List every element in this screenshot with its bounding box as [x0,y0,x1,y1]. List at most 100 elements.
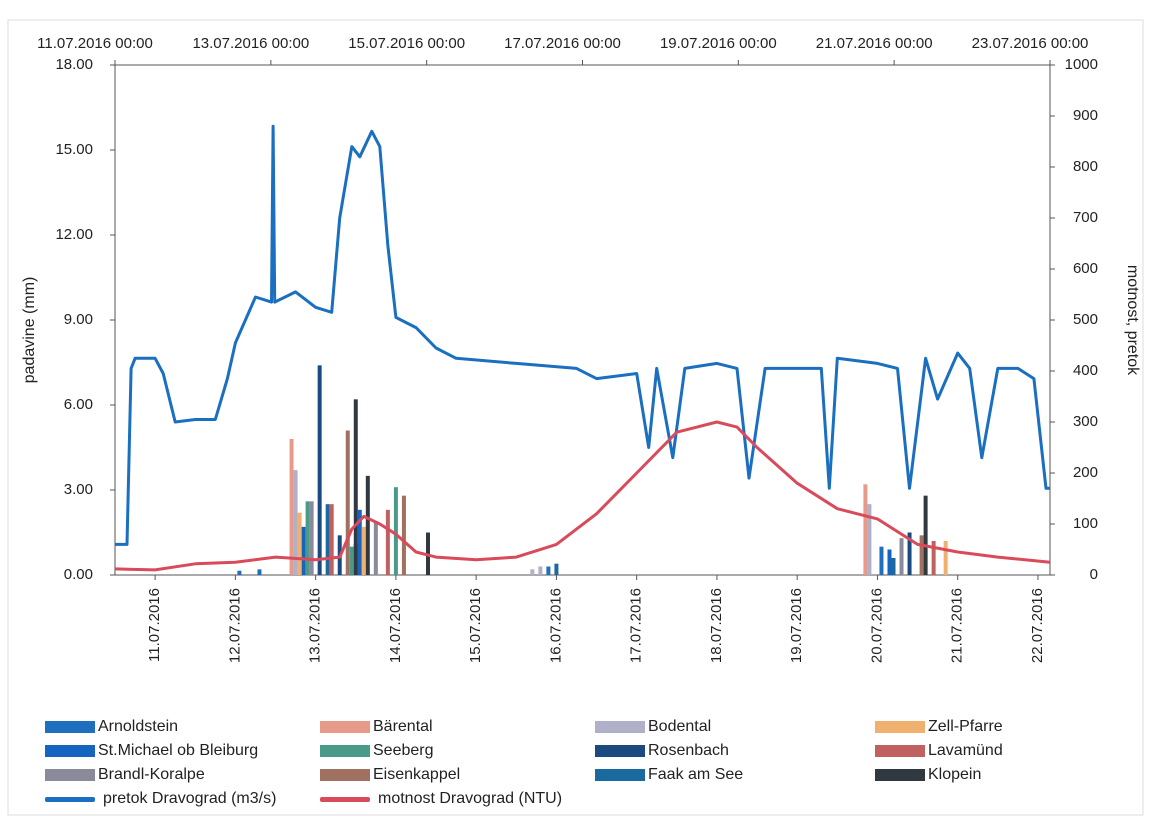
legend-swatch [45,745,95,757]
x-tick-label: 16.07.2016 [547,588,564,663]
bar [891,558,896,575]
legend-label: pretok Dravograd (m3/s) [103,790,276,807]
legend-label: Lavamünd [928,742,1003,759]
x2-tick-label: 19.07.2016 00:00 [660,35,777,52]
x-tick-label: 12.07.2016 [226,588,243,663]
bar [365,475,370,575]
legend-label: Bärental [373,718,433,735]
legend-label: Klopein [928,766,981,783]
legend-label: Bodental [648,718,711,735]
bar [887,549,892,575]
frame [7,19,1144,816]
legend-label: Rosenbach [648,742,729,759]
y-axis-label: padavine (mm) [21,277,38,384]
bar [879,546,884,575]
bar [297,512,302,575]
y-tick-label: 0.00 [64,566,93,583]
legend-label: Zell-Pfarre [928,718,1003,735]
y2-tick-label: 700 [1073,209,1098,226]
y-tick-label: 12.00 [55,226,93,243]
x-tick-label: 22.07.2016 [1029,588,1046,663]
legend-label: Faak am See [648,766,743,783]
legend-label: Eisenkappel [373,766,460,783]
bar [863,484,868,575]
bar [899,538,904,575]
bar [401,495,406,575]
legend-swatch [45,797,95,802]
legend-label: motnost Dravograd (NTU) [378,790,562,807]
x-tick-label: 11.07.2016 [146,588,163,662]
y-tick-label: 9.00 [64,311,93,328]
legend-label: Brandl-Koralpe [98,766,205,783]
x-tick-label: 17.07.2016 [628,588,645,663]
bar [361,526,366,575]
legend-swatch [875,745,925,757]
y2-tick-label: 100 [1073,515,1098,532]
bar [289,439,294,575]
legend-swatch [45,721,95,733]
legend-swatch [320,769,370,781]
legend-swatch [320,721,370,733]
bar [237,570,242,575]
bar [546,566,551,575]
bar [257,569,262,575]
x-tick-label: 13.07.2016 [307,588,324,663]
legend-swatch [595,721,645,733]
x-tick-label: 15.07.2016 [467,588,484,663]
legend-swatch [875,769,925,781]
x-tick-label: 14.07.2016 [387,588,404,663]
y-tick-label: 15.00 [55,141,93,158]
bar [345,430,350,575]
legend-swatch [320,797,370,802]
legend-label: St.Michael ob Bleiburg [98,742,258,759]
bar [353,399,358,575]
line [115,124,1050,546]
bar [554,563,559,575]
y2-tick-label: 800 [1073,158,1098,175]
bar [349,546,354,575]
bar [325,504,330,575]
y-tick-label: 3.00 [64,481,93,498]
x2-tick-label: 23.07.2016 00:00 [972,35,1089,52]
legend-label: Arnoldstein [98,718,178,735]
x-tick-label: 20.07.2016 [868,588,885,663]
y2-tick-label: 400 [1073,362,1098,379]
bar [923,495,928,575]
y-tick-label: 6.00 [64,396,93,413]
bar [907,532,912,575]
bar [919,535,924,575]
bar [373,521,378,575]
y2-axis-label: motnost, pretok [1124,265,1141,376]
legend-label: Seeberg [373,742,434,759]
x-tick-label: 19.07.2016 [788,588,805,663]
bar [943,541,948,575]
bar [309,501,314,575]
legend-swatch [320,745,370,757]
y2-tick-label: 500 [1073,311,1098,328]
y2-tick-label: 200 [1073,464,1098,481]
x-tick-label: 18.07.2016 [708,588,725,663]
x2-tick-label: 15.07.2016 00:00 [348,35,465,52]
bar [530,569,535,575]
y2-tick-label: 1000 [1065,56,1098,73]
legend-swatch [875,721,925,733]
legend-swatch [595,769,645,781]
line [114,420,1051,572]
y2-tick-label: 0 [1090,566,1098,583]
legend-swatch [45,769,95,781]
y2-tick-label: 900 [1073,107,1098,124]
bar [317,365,322,575]
x2-tick-label: 17.07.2016 00:00 [504,35,621,52]
bar [385,509,390,575]
bar [329,504,334,575]
x2-tick-label: 11.07.2016 00:00 [37,35,153,52]
bar [305,501,310,575]
bar [301,526,306,575]
x-tick-label: 21.07.2016 [949,588,966,663]
bar [867,504,872,575]
y2-tick-label: 300 [1073,413,1098,430]
y-tick-label: 18.00 [55,56,93,73]
bar [357,509,362,575]
x2-tick-label: 21.07.2016 00:00 [816,35,933,52]
